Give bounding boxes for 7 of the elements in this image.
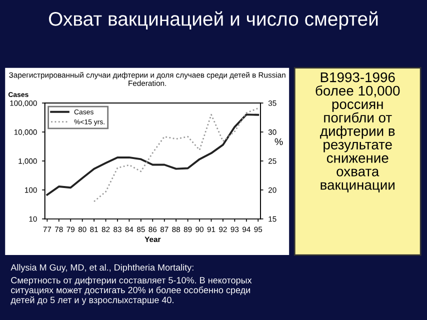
line-series bbox=[46, 114, 260, 196]
text: Allysia M Guy, MD, et al., Diphtheria Mortality: bbox=[10, 264, 194, 272]
y2-axis-title: % bbox=[274, 138, 283, 146]
line-series bbox=[93, 108, 259, 202]
text: В1993-1996 более 10,000 россиян погибли от дифтерии в результате снижение охвата вакцинации bbox=[316, 72, 400, 192]
text: Смертность от дифтерии составляет 5-10%. В некоторых ситуациях может достигать 20% и более особенно среди детей до 5 лет и у взрослыхстарше 40. bbox=[10, 276, 252, 305]
chart-title: Охват вакцинацией и число смертей bbox=[48, 11, 378, 30]
